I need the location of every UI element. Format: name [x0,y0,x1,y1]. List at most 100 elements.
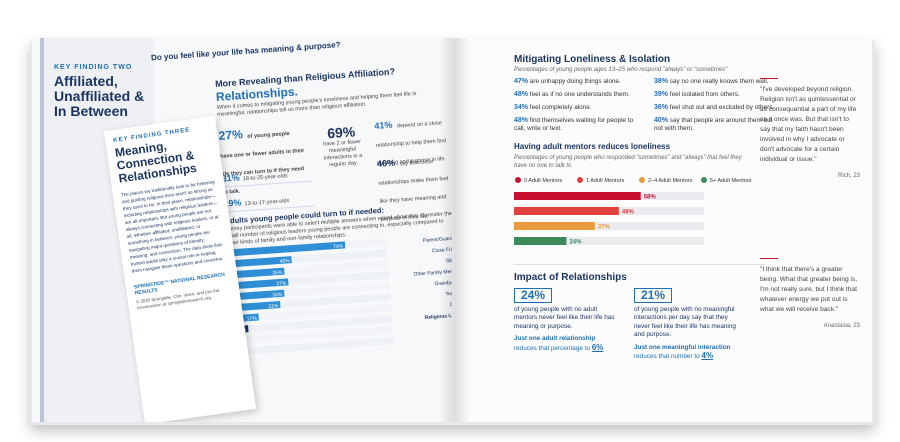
stat-pct: 47% [514,78,529,85]
impact-box: 21% of young people with no meaningful in… [634,288,739,362]
stat-pct: 27% [218,127,244,143]
sub-text: 18-to-25-year-olds [242,173,288,183]
quote-block: "I think that there's a greater being. W… [760,258,860,329]
bar [229,289,285,301]
impact-text: of young people with no adult mentors ne… [514,305,615,330]
right-title: Mitigating Loneliness & Isolation [514,54,671,65]
bar-value: 24% [569,240,582,246]
right-page: Mitigating Loneliness & Isolation Percen… [452,38,872,422]
impact-note-value: 6% [591,342,604,352]
stat-pct: 48% [514,91,529,98]
bar-category: Close Friend [432,246,452,254]
stat-text: have 2 or fewer meaningful interactions … [322,138,363,169]
quote-rule [760,78,778,79]
legend-swatch [515,177,521,183]
legend-swatch [701,177,707,183]
stat: 39% feel isolated from others. [654,91,779,99]
impact-note-lead: Just one meaningful interaction [634,343,731,351]
bar-category: Coach [449,301,452,308]
stat-text: find themselves waiting for people to ca… [514,117,634,132]
quote-author: Rich, 23 [837,173,860,179]
stats: 47% are unhappy doing things alone. 48% f… [514,78,774,168]
bar-category: Grandparent [434,279,452,287]
legend-label: 5+ Adult Mentors [710,178,752,184]
question: Do you feel like your life has meaning &… [150,40,341,63]
stat-pct: 38% [654,78,669,85]
bar-category: Sibling [446,257,452,264]
mentors-title: Having adult mentors reduces loneliness [514,142,671,151]
stat-text: feel as if no one understands them. [529,91,630,98]
stat: 48% feel as if no one understands them. [514,91,639,99]
bar [228,267,285,279]
stat-text: feel isolated from others. [669,91,740,98]
quote-text: "I've developed beyond religion. Religio… [760,86,857,163]
impact: 24% of young people with no adult mentors… [514,288,774,388]
stat-pct: 48% [514,117,529,124]
stat: 40% say that people are around them but … [654,117,779,133]
stat-pct: 46% [376,157,396,169]
stat-pct: 40% [654,117,669,124]
bar-category: Parent/Guardian [423,235,452,244]
kf2-label: KEY FINDING TWO [54,64,133,71]
bar [230,301,281,312]
bar-track [232,326,393,345]
bar-value: 37% [598,225,611,231]
adults-chart: 74% Parent/Guardian 40% Close Friend 35% Sibl… [226,235,452,357]
stat: 47% are unhappy doing things alone. [514,78,639,86]
stat: 36% feel shut out and excluded by others… [654,104,779,112]
bar-value: 37% [276,280,287,287]
right-subtitle: Percentages of young people ages 13–25 w… [514,67,728,73]
stat-pct: 39% [654,91,669,98]
bar-value: 74% [333,243,344,250]
bar-value: 17% [247,316,258,323]
quote-rule [760,258,778,259]
bar-value: 58% [644,195,657,201]
quote-block: "I've developed beyond religion. Religio… [760,78,860,179]
legend-label: 2–4 Adult Mentors [648,178,693,184]
stat-text: feel shut out and excluded by others. [669,104,775,111]
sub-text: 13-to-17-year-olds [244,198,290,208]
legend-label: 0 Adult Mentors [524,178,562,184]
bar-value: 31% [268,303,279,310]
stat-text: say no one really knows them well. [669,78,769,85]
bar [514,237,567,245]
left-page: KEY FINDING TWO Affiliated, Unaffiliated… [32,38,452,422]
bar-category: Other Family Member [413,268,452,277]
mentors-chart: 0 Adult Mentors 1 Adult Mentors 2–4 Adult … [514,177,752,246]
stat-text: feel completely alone. [529,104,592,111]
impact-text: of young people with no meaningful inter… [634,305,736,339]
impact-note: Just one adult relationship reduces that… [514,335,619,353]
legend-label: 1 Adult Mentors [586,178,624,184]
bar-track [233,337,394,356]
bar [227,256,292,268]
kf2-title: Affiliated, Unaffiliated & In Between [54,73,145,119]
bar-category: Teacher [445,290,452,297]
stat-pct: 34% [514,104,529,111]
stat: 48% find themselves waiting for people t… [514,117,639,133]
sub-stats: 31% 18-to-25-year-olds 19% 13-to-17-year-ol… [221,162,314,219]
impact-title: Impact of Relationships [514,272,627,283]
sub-stat: 19% 13-to-17-year-olds [222,187,314,213]
stat-text: are unhappy doing things alone. [529,78,621,85]
heading: More Revealing than Religious Affiliatio… [214,66,396,89]
impact-note-rest: reduces that number to [634,353,700,360]
stat-text: say that people are around them but not … [654,117,773,132]
impact-note-lead: Just one adult relationship [514,335,596,342]
mentors-subtitle: Percentages of young people who responde… [514,155,742,169]
bar-track [232,315,393,334]
impact-note: Just one meaningful interaction reduces … [634,344,739,362]
bar [228,278,289,290]
bar [514,207,619,215]
bar-category: Religious Leader [424,312,452,321]
impact-note-value: 4% [701,351,714,360]
impact-pct: 24% [514,288,553,303]
bar-value: 48% [622,210,635,216]
stat-2: 69% have 2 or fewer meaningful interacti… [313,122,371,170]
stat: 38% say no one really knows them well. [654,78,779,86]
impact-pct: 21% [634,288,673,303]
bar [514,222,595,230]
bar-track [514,222,704,230]
legend-swatch [639,177,645,183]
gutter [440,38,470,422]
